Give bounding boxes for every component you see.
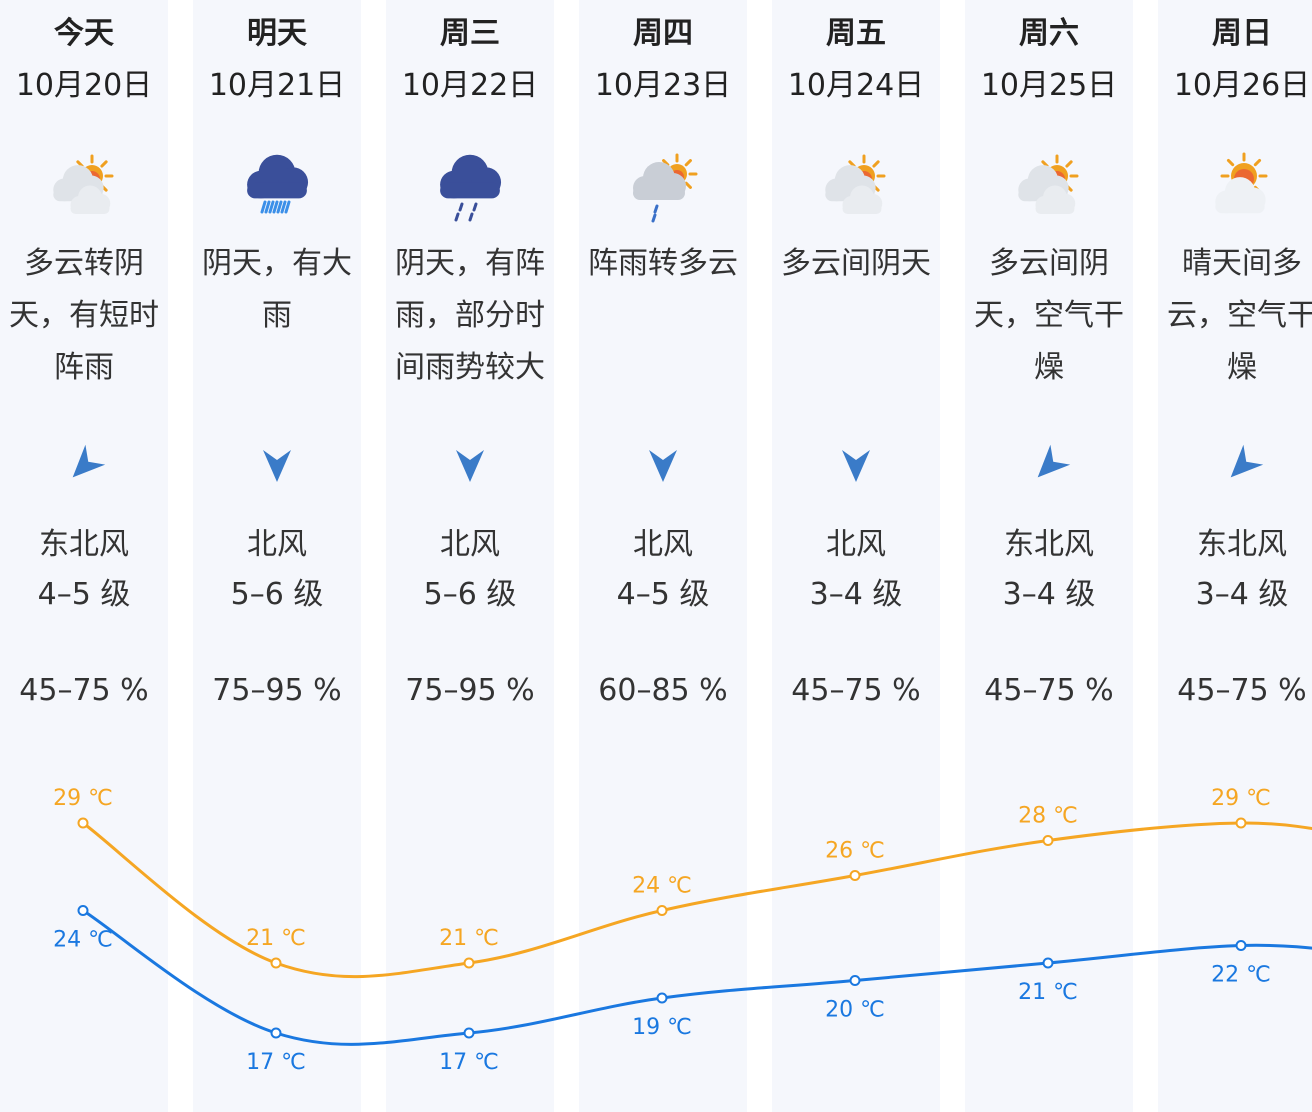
shower-rain-icon — [432, 152, 508, 228]
day-name: 明天 — [247, 16, 307, 51]
humidity: 45–75 % — [791, 673, 921, 708]
day-column: 今天 10月20日多云转阴天，有短时阵雨东北风 4–5 级 45–75 % — [0, 0, 168, 1112]
weather-description: 多云转阴天，有短时阵雨 — [9, 246, 159, 385]
cloudy-sun-icon — [46, 152, 122, 228]
humidity: 45–75 % — [984, 673, 1114, 708]
humidity: 75–95 % — [212, 673, 342, 708]
north-wind-arrow-icon — [255, 444, 299, 488]
day-column: 周日 10月26日晴天间多云，空气干燥东北风 3–4 级 45–75 % — [1158, 0, 1312, 1112]
weather-description: 晴天间多云，空气干燥 — [1167, 246, 1312, 385]
wind-direction: 北风 — [247, 527, 307, 562]
wind-direction: 东北风 — [39, 527, 129, 562]
cloudy-sun-icon — [1011, 152, 1087, 228]
day-name: 周四 — [633, 16, 693, 51]
weather-description: 多云间阴天，空气干燥 — [974, 246, 1124, 385]
cloudy-sun-icon — [818, 152, 894, 228]
day-column: 明天 10月21日阴天，有大雨北风 5–6 级 75–95 % — [193, 0, 361, 1112]
day-date: 10月23日 — [594, 68, 732, 103]
weather-description: 阴天，有阵雨，部分时间雨势较大 — [395, 246, 545, 385]
northeast-wind-arrow-icon — [1027, 444, 1071, 488]
wind-level: 3–4 级 — [1002, 577, 1096, 612]
day-name: 周六 — [1019, 16, 1079, 51]
north-wind-arrow-icon — [448, 444, 492, 488]
wind-level: 3–4 级 — [1195, 577, 1289, 612]
wind-direction: 北风 — [826, 527, 886, 562]
wind-direction: 东北风 — [1004, 527, 1094, 562]
day-date: 10月25日 — [980, 68, 1118, 103]
humidity: 60–85 % — [598, 673, 728, 708]
weather-description: 多云间阴天 — [781, 246, 931, 281]
day-column: 周五 10月24日 多云间阴天北风 3–4 级 45–75 % — [772, 0, 940, 1112]
northeast-wind-arrow-icon — [1220, 444, 1264, 488]
day-name: 周三 — [440, 16, 500, 51]
heavy-rain-icon — [239, 152, 315, 228]
sunny-cloud-icon — [1204, 152, 1280, 228]
day-name: 周日 — [1212, 16, 1272, 51]
shower-sun-icon — [625, 152, 701, 228]
wind-direction: 北风 — [440, 527, 500, 562]
north-wind-arrow-icon — [834, 444, 878, 488]
day-date: 10月20日 — [15, 68, 153, 103]
wind-direction: 北风 — [633, 527, 693, 562]
weather-description: 阴天，有大雨 — [202, 246, 352, 333]
day-date: 10月24日 — [787, 68, 925, 103]
wind-level: 3–4 级 — [809, 577, 903, 612]
wind-level: 5–6 级 — [230, 577, 324, 612]
day-column: 周六 10月25日多云间阴天，空气干燥东北风 3–4 级 45–75 % — [965, 0, 1133, 1112]
day-column: 周三 10月22日阴天，有阵雨，部分时间雨势较大北风 5–6 级 75–95 % — [386, 0, 554, 1112]
humidity: 75–95 % — [405, 673, 535, 708]
wind-direction: 东北风 — [1197, 527, 1287, 562]
day-date: 10月21日 — [208, 68, 346, 103]
day-name: 今天 — [54, 16, 114, 51]
humidity: 45–75 % — [1177, 673, 1307, 708]
north-wind-arrow-icon — [641, 444, 685, 488]
day-column: 周四 10月23日 阵雨转多云北风 4–5 级 60–85 % — [579, 0, 747, 1112]
wind-level: 5–6 级 — [423, 577, 517, 612]
day-name: 周五 — [826, 16, 886, 51]
weather-description: 阵雨转多云 — [588, 246, 738, 281]
northeast-wind-arrow-icon — [62, 444, 106, 488]
day-date: 10月22日 — [401, 68, 539, 103]
wind-level: 4–5 级 — [616, 577, 710, 612]
humidity: 45–75 % — [19, 673, 149, 708]
day-date: 10月26日 — [1173, 68, 1311, 103]
wind-level: 4–5 级 — [37, 577, 131, 612]
